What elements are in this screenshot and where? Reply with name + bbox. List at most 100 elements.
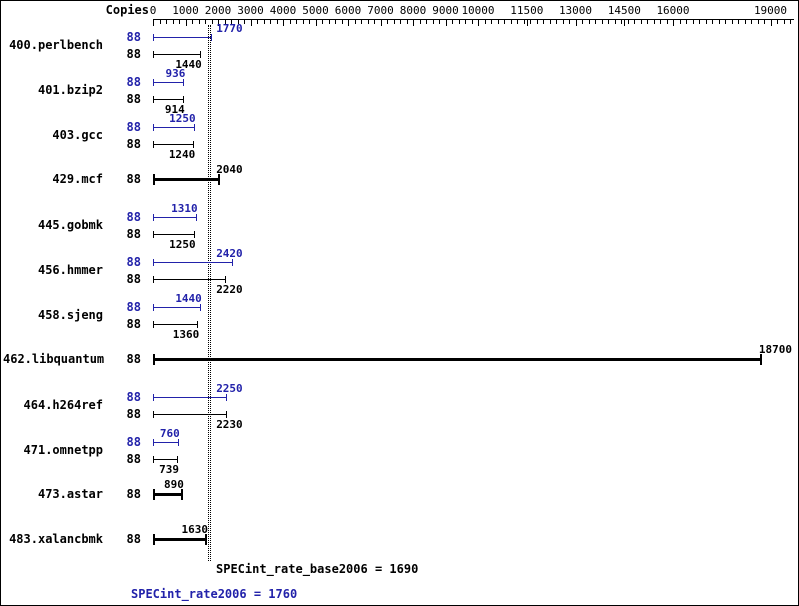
axis-minor-tick (426, 20, 427, 24)
axis-minor-tick (660, 20, 661, 24)
axis-major-tick (218, 20, 219, 26)
axis-minor-tick (692, 20, 694, 24)
bar-line (153, 358, 761, 361)
bar-cap-right (180, 488, 183, 500)
axis-minor-tick (627, 20, 629, 24)
axis-minor-tick (166, 20, 167, 24)
bar-cap-left (153, 303, 154, 311)
bar-value-label: 739 (159, 463, 179, 476)
bar-value-label: 936 (165, 67, 186, 80)
axis-tick-label: 8000 (399, 4, 427, 17)
axis-minor-tick (400, 20, 401, 24)
axis-minor-tick (731, 20, 733, 24)
bar-line (153, 217, 196, 218)
copies-value: 88 (126, 317, 141, 331)
copies-value: 88 (126, 30, 141, 44)
axis-minor-tick (530, 20, 531, 24)
axis-minor-tick (504, 20, 505, 24)
bar-cap-right (177, 455, 178, 463)
bar-cap-right (218, 173, 221, 185)
axis-minor-tick (595, 20, 596, 24)
axis-minor-tick (192, 20, 193, 24)
axis-major-tick (673, 20, 674, 26)
bar-value-label: 1630 (181, 523, 209, 536)
bar-line (153, 99, 183, 100)
axis-minor-tick (647, 20, 648, 24)
axis-minor-tick (601, 20, 603, 24)
bar-line (153, 127, 194, 128)
bar-cap-left (153, 275, 154, 283)
bar-line (153, 262, 232, 263)
bar-line (153, 459, 177, 460)
bar-cap-left (153, 230, 154, 238)
axis-tick-label: 11500 (510, 4, 544, 17)
axis-tick-label: 13000 (558, 4, 593, 17)
axis-tick-label: 0 (149, 4, 157, 17)
bar-line (153, 414, 226, 415)
axis-tick-label: 2000 (204, 4, 232, 17)
axis-minor-tick (198, 20, 200, 24)
peak-rate-summary: SPECint_rate2006 = 1760 (131, 587, 298, 601)
axis-minor-tick (354, 20, 356, 24)
axis-major-tick (380, 20, 382, 26)
copies-value: 88 (126, 255, 141, 269)
bar-value-label: 1440 (175, 58, 202, 71)
copies-value: 88 (126, 210, 141, 224)
axis-tick-label: 1000 (172, 4, 199, 17)
axis-minor-tick (679, 20, 681, 24)
axis-minor-tick (621, 20, 622, 24)
axis-major-tick (315, 20, 317, 26)
bar-line (153, 54, 200, 55)
bar-value-label: 1250 (169, 112, 196, 125)
axis-minor-tick (159, 20, 161, 24)
bar-cap-right (193, 140, 195, 148)
axis-minor-tick (419, 20, 421, 24)
axis-minor-tick (452, 20, 453, 24)
bar-value-label: 1240 (168, 148, 196, 161)
axis-minor-tick (588, 20, 590, 24)
bar-cap-right (205, 533, 207, 545)
benchmark-name: 471.omnetpp (23, 443, 103, 457)
copies-value: 88 (126, 92, 141, 106)
axis-minor-tick (406, 20, 408, 24)
benchmark-name: 462.libquantum (3, 352, 105, 366)
axis-minor-tick (510, 20, 512, 24)
axis-minor-tick (276, 20, 278, 24)
bar-cap-left (153, 78, 154, 86)
benchmark-name: 464.h264ref (23, 398, 103, 412)
axis-major-tick (575, 20, 577, 26)
axis-minor-tick (484, 20, 486, 24)
bar-cap-right (193, 123, 195, 131)
axis-tick-label: 10000 (461, 4, 495, 17)
axis-minor-tick (712, 20, 713, 24)
bar-value-label: 2250 (216, 382, 243, 395)
axis-minor-tick (289, 20, 291, 24)
benchmark-name: 400.perlbench (9, 38, 103, 52)
axis-minor-tick (302, 20, 304, 24)
bar-cap-left (153, 533, 155, 545)
axis-major-tick (348, 20, 349, 26)
axis-minor-tick (634, 20, 635, 24)
bar-value-label: 1440 (175, 292, 202, 305)
axis-minor-tick (172, 20, 174, 24)
bar-cap-right (193, 230, 195, 238)
benchmark-name: 445.gobmk (37, 218, 103, 232)
bar-line (153, 538, 206, 541)
axis-minor-tick (497, 20, 499, 24)
copies-value: 88 (126, 137, 141, 151)
bar-cap-left (153, 50, 154, 58)
bar-cap-left (153, 33, 154, 41)
bar-cap-right (199, 303, 201, 311)
axis-minor-tick (237, 20, 239, 24)
bar-cap-right (199, 50, 201, 58)
axis-minor-tick (523, 20, 525, 24)
bar-cap-right (226, 393, 228, 401)
axis-major-tick (283, 20, 284, 26)
bar-cap-left (153, 438, 154, 446)
copies-value: 88 (126, 390, 141, 404)
axis-minor-tick (543, 20, 544, 24)
copies-value: 88 (126, 352, 141, 366)
axis-minor-tick (517, 20, 518, 24)
